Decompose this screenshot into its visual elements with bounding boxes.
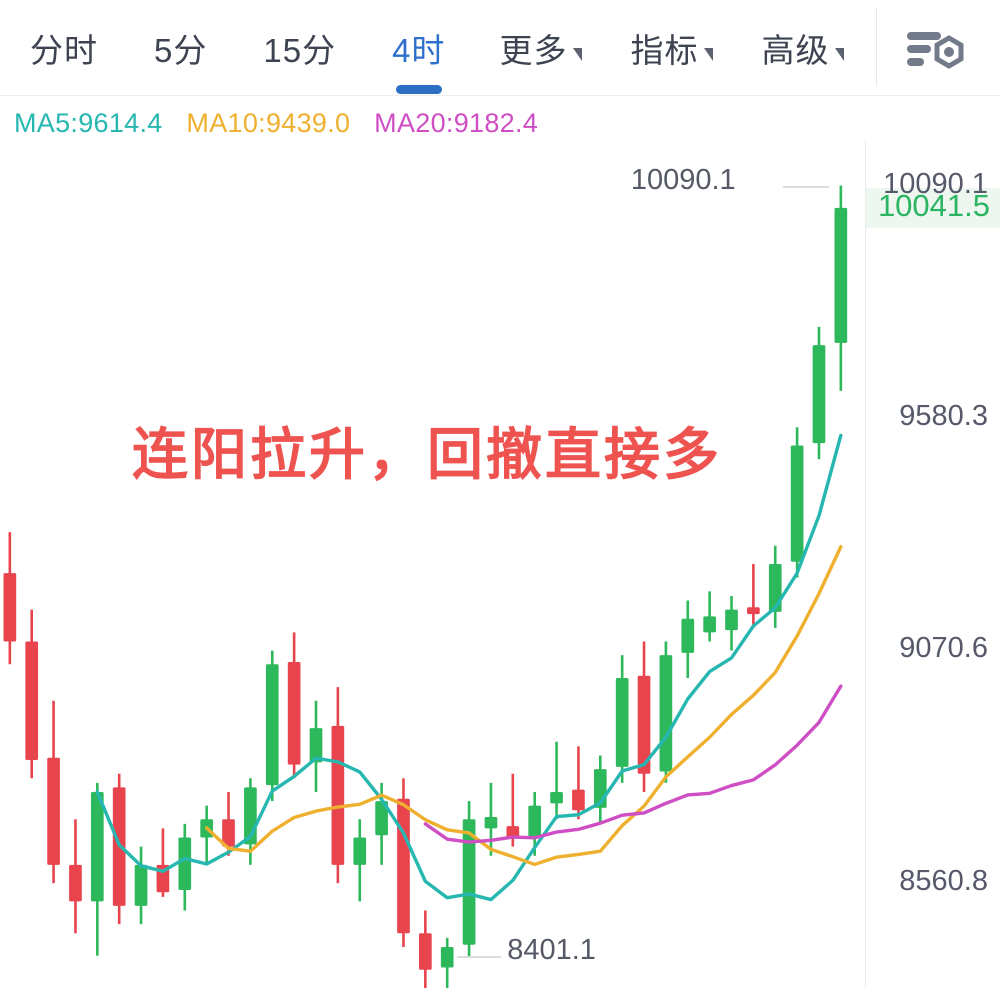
candle — [353, 819, 367, 902]
candle — [3, 532, 17, 665]
candle — [331, 687, 345, 884]
tab-label: 指标 — [630, 31, 699, 69]
high-price-marker: 10090.1 — [630, 163, 736, 196]
chevron-down-icon — [835, 48, 845, 61]
ma5-legend: MA5:9614.4 — [14, 108, 163, 138]
ma20-legend: MA20:9182.4 — [374, 108, 539, 138]
low-price-marker: 8401.1 — [507, 933, 596, 966]
candle — [506, 773, 520, 847]
candle — [572, 746, 585, 820]
candle — [681, 600, 695, 678]
tab-label: 15分 — [263, 31, 337, 69]
list-gear-icon[interactable] — [905, 28, 967, 70]
ma10-legend: MA10:9439.0 — [186, 108, 351, 138]
candle — [287, 632, 301, 779]
axis-tick-label: 10090.1 — [883, 167, 988, 200]
candle — [69, 819, 82, 934]
candle — [25, 609, 39, 779]
candle — [834, 185, 848, 391]
candle — [659, 641, 673, 783]
candle — [309, 700, 323, 792]
high-marker-line — [782, 185, 829, 188]
price-axis: 10041.5 10090.1 9580.3 9070.6 8560.8 — [866, 140, 1000, 988]
candle — [47, 700, 60, 884]
tab-label: 分时 — [30, 31, 98, 69]
candle — [593, 755, 607, 824]
toolbar-divider — [876, 8, 877, 86]
tab-label: 4时 — [392, 31, 446, 69]
tab-5[interactable]: 指标 — [628, 24, 715, 72]
tab-3[interactable]: 4时 — [390, 24, 447, 94]
candle — [419, 910, 432, 988]
candle — [768, 545, 782, 628]
chart-area[interactable]: 10090.1 8401.1 10041.5 10090.1 9580.3 9070… — [0, 140, 1000, 988]
axis-tick-label: 9070.6 — [899, 632, 988, 665]
candle — [747, 564, 760, 628]
ma-legend: MA5:9614.4 MA10:9439.0 MA20:9182.4 — [14, 108, 554, 139]
candle — [812, 326, 826, 460]
axis-tick-label: 9580.3 — [899, 399, 988, 432]
candle — [462, 801, 476, 957]
timeframe-tabs: 分时 5分 15分 4时 更多 指标 高级 — [0, 0, 875, 95]
last-price-label: 10041.5 — [877, 187, 990, 223]
chart-toolbar: 分时 5分 15分 4时 更多 指标 高级 — [0, 0, 1000, 96]
axis-divider — [865, 140, 866, 988]
tab-label: 5分 — [154, 31, 208, 69]
candle — [156, 828, 170, 897]
candle — [134, 846, 148, 925]
chevron-down-icon — [704, 48, 714, 61]
tab-1[interactable]: 5分 — [152, 24, 209, 72]
candle — [265, 650, 279, 802]
candle — [440, 937, 454, 988]
axis-tick-label: 8560.8 — [899, 864, 988, 897]
ma20-line — [423, 684, 843, 844]
tab-0[interactable]: 分时 — [28, 24, 100, 72]
low-marker-line — [457, 955, 502, 958]
tab-6[interactable]: 高级 — [759, 24, 846, 72]
candle — [178, 823, 192, 911]
candle — [790, 427, 804, 578]
candle — [703, 591, 716, 642]
candle — [637, 641, 651, 792]
candle — [200, 805, 214, 865]
candle — [484, 782, 498, 856]
tab-label: 高级 — [761, 31, 830, 69]
chevron-down-icon — [573, 48, 583, 61]
headline-annotation: 连阳拉升，回撤直接多 — [132, 423, 722, 488]
tab-label: 更多 — [499, 31, 568, 69]
ma5-line — [95, 433, 843, 902]
candlestick-svg — [3, 185, 848, 988]
candle — [550, 741, 563, 820]
candle — [90, 782, 104, 956]
tab-4[interactable]: 更多 — [497, 24, 584, 72]
tab-2[interactable]: 15分 — [261, 24, 338, 72]
ma10-line — [204, 544, 843, 867]
last-price-highlight — [866, 187, 1000, 228]
active-tab-underline — [395, 84, 442, 94]
candle — [615, 655, 629, 783]
candle — [222, 791, 235, 856]
candlestick-plot[interactable]: 10090.1 8401.1 — [0, 140, 866, 988]
candle — [725, 595, 738, 651]
